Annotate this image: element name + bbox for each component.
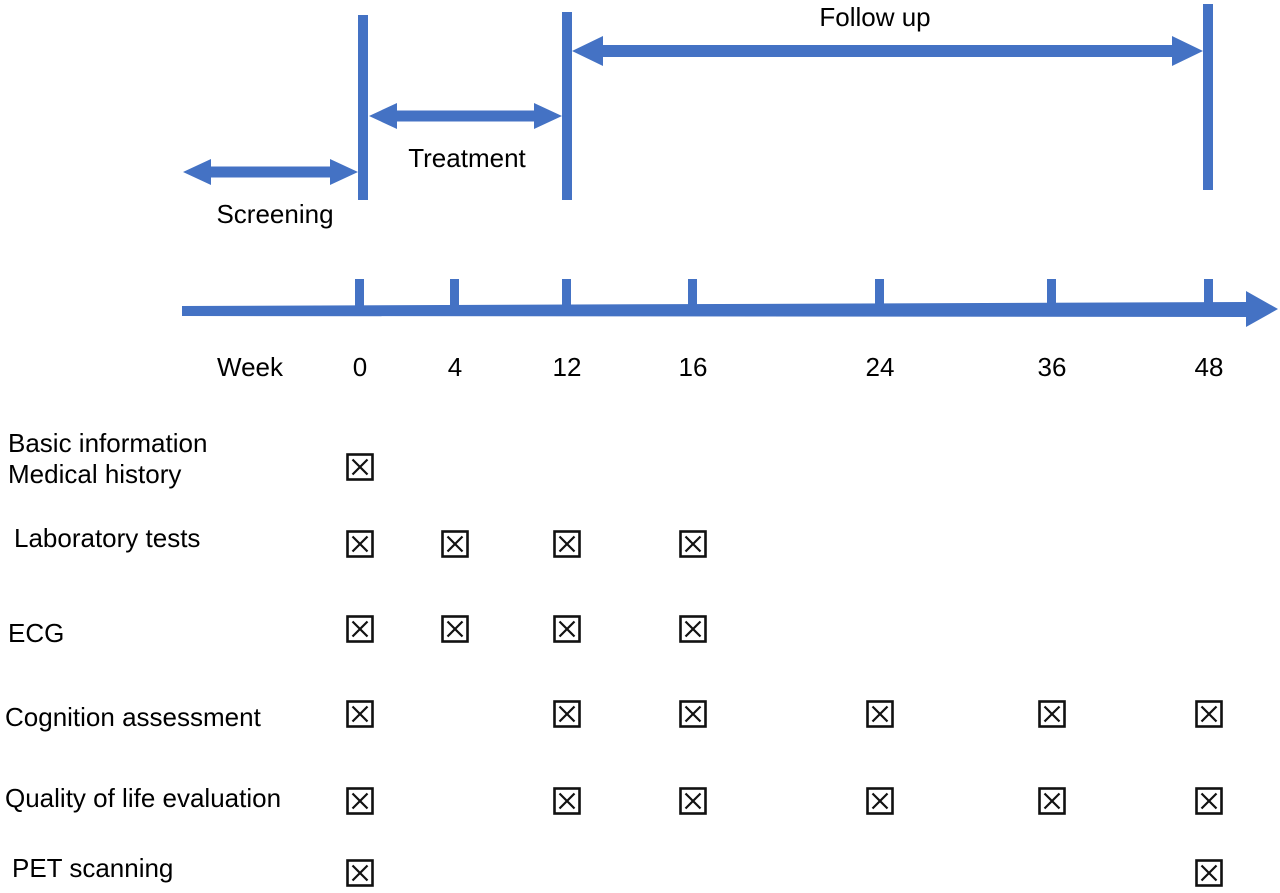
checkbox-cognition-assessment-week-24: [866, 700, 894, 728]
checkbox-pet-scanning-week-0: [346, 859, 374, 887]
row-label-line: Medical history: [8, 459, 182, 489]
checkbox-cognition-assessment-week-12: [553, 700, 581, 728]
double-arrow-shape: [183, 159, 358, 185]
checked-box-icon: [346, 787, 374, 815]
week-number-label-0: 0: [352, 352, 368, 382]
row-label-pet-scanning: PET scanning: [12, 854, 173, 882]
timeline-tick-week-24: [875, 279, 884, 313]
follow-up-period-arrow: [572, 36, 1203, 66]
checked-box-icon: [346, 530, 374, 558]
timeline-arrow-shape: [182, 291, 1278, 327]
row-label-quality-of-life-evaluation: Quality of life evaluation: [5, 784, 281, 812]
screening-period-arrow: [183, 159, 358, 185]
checked-box-icon: [553, 530, 581, 558]
checkbox-quality-of-life-evaluation-week-16: [679, 787, 707, 815]
checkbox-cognition-assessment-week-0: [346, 700, 374, 728]
timeline-axis-arrow: [182, 291, 1278, 327]
timeline-tick-week-48: [1204, 279, 1213, 313]
checkbox-laboratory-tests-week-4: [441, 530, 469, 558]
checkbox-ecg-week-16: [679, 615, 707, 643]
checkbox-quality-of-life-evaluation-week-0: [346, 787, 374, 815]
checked-box-icon: [346, 615, 374, 643]
checked-box-icon: [866, 787, 894, 815]
checkbox-cognition-assessment-week-36: [1038, 700, 1066, 728]
checkbox-ecg-week-4: [441, 615, 469, 643]
checked-box-icon: [679, 787, 707, 815]
checkbox-laboratory-tests-week-16: [679, 530, 707, 558]
checked-box-icon: [679, 530, 707, 558]
checkbox-quality-of-life-evaluation-week-48: [1195, 787, 1223, 815]
checkbox-laboratory-tests-week-0: [346, 530, 374, 558]
timeline-tick-week-16: [688, 279, 697, 313]
checked-box-icon: [679, 700, 707, 728]
checked-box-icon: [346, 453, 374, 481]
checked-box-icon: [553, 700, 581, 728]
checked-box-icon: [553, 615, 581, 643]
row-label-basic-information-medical-history: Basic information Medical history: [8, 428, 207, 490]
checked-box-icon: [679, 615, 707, 643]
week-number-label-12: 12: [552, 352, 582, 382]
checkbox-ecg-week-12: [553, 615, 581, 643]
checked-box-icon: [346, 700, 374, 728]
checked-box-icon: [1038, 700, 1066, 728]
double-arrow-shape: [369, 103, 562, 129]
treatment-period-arrow: [369, 103, 562, 129]
timeline-tick-week-12: [562, 279, 571, 313]
milestone-line-week-12: [562, 12, 572, 200]
follow-up-phase-label: Follow up: [819, 2, 931, 32]
treatment-phase-label: Treatment: [408, 143, 526, 173]
timeline-tick-week-0: [355, 279, 364, 313]
checkbox-basic-information-medical-history-week-0: [346, 453, 374, 481]
week-number-label-48: 48: [1194, 352, 1224, 382]
checked-box-icon: [1195, 787, 1223, 815]
week-number-label-4: 4: [447, 352, 463, 382]
week-number-label-36: 36: [1037, 352, 1067, 382]
row-label-line: Quality of life evaluation: [5, 783, 282, 813]
checkbox-pet-scanning-week-48: [1195, 859, 1223, 887]
checkbox-ecg-week-0: [346, 615, 374, 643]
row-label-ecg: ECG: [8, 619, 64, 647]
checked-box-icon: [441, 615, 469, 643]
checked-box-icon: [441, 530, 469, 558]
timeline-tick-week-4: [450, 279, 459, 313]
week-axis-label: Week: [217, 352, 283, 382]
row-label-line: ECG: [8, 618, 65, 648]
checked-box-icon: [1195, 700, 1223, 728]
row-label-cognition-assessment: Cognition assessment: [5, 703, 261, 731]
milestone-line-week-0: [358, 15, 368, 200]
row-label-line: Basic information: [8, 428, 208, 458]
checkbox-quality-of-life-evaluation-week-24: [866, 787, 894, 815]
checked-box-icon: [553, 787, 581, 815]
milestone-line-week-48: [1203, 4, 1213, 190]
row-label-line: Laboratory tests: [14, 523, 201, 553]
checkbox-quality-of-life-evaluation-week-36: [1038, 787, 1066, 815]
timeline-tick-week-36: [1047, 279, 1056, 313]
checkbox-laboratory-tests-week-12: [553, 530, 581, 558]
checkbox-cognition-assessment-week-16: [679, 700, 707, 728]
week-number-label-16: 16: [678, 352, 708, 382]
week-number-label-24: 24: [865, 352, 895, 382]
checked-box-icon: [1038, 787, 1066, 815]
row-label-line: Cognition assessment: [5, 702, 261, 732]
checkbox-cognition-assessment-week-48: [1195, 700, 1223, 728]
screening-phase-label: Screening: [216, 199, 334, 229]
double-arrow-shape: [572, 36, 1203, 66]
row-label-line: PET scanning: [12, 853, 174, 883]
checkbox-quality-of-life-evaluation-week-12: [553, 787, 581, 815]
checked-box-icon: [1195, 859, 1223, 887]
checked-box-icon: [346, 859, 374, 887]
row-label-laboratory-tests: Laboratory tests: [14, 524, 200, 552]
checked-box-icon: [866, 700, 894, 728]
